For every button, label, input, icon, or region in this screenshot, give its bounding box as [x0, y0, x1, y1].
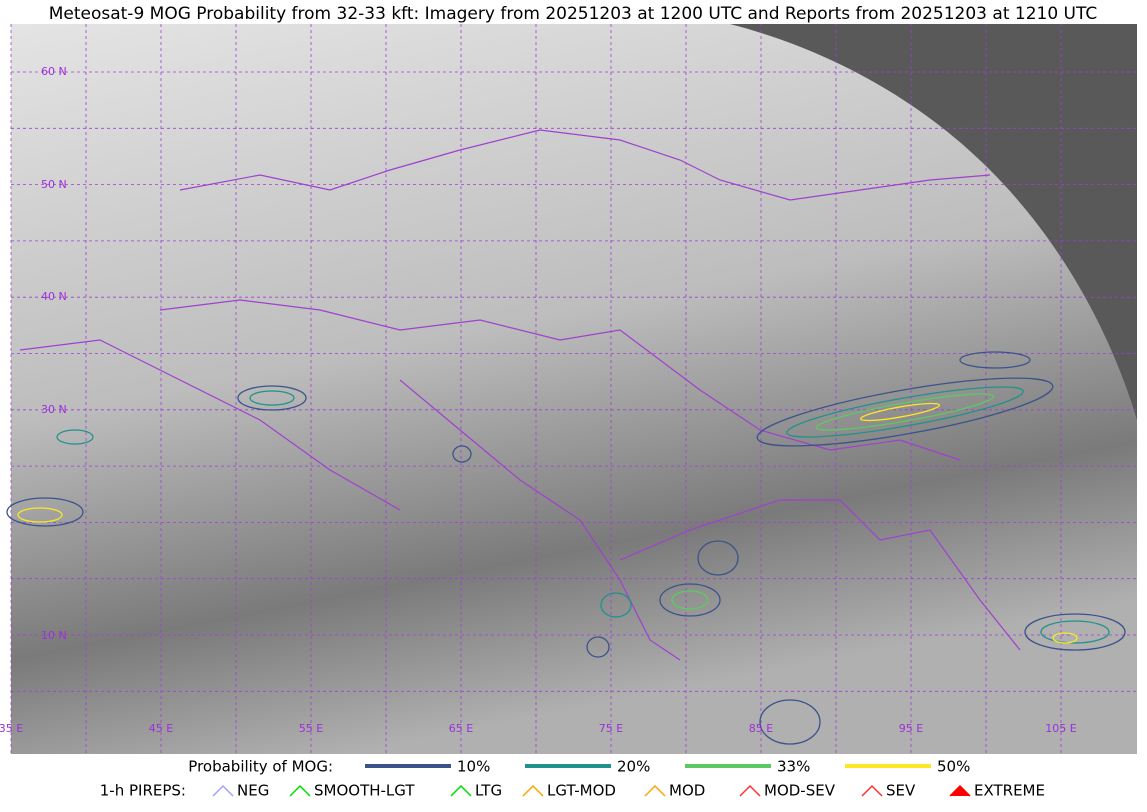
legend-title: 1-h PIREPS:	[100, 782, 186, 800]
lat-label: 60 N	[41, 65, 67, 78]
legend-label: 10%	[457, 758, 490, 776]
lon-label: 55 E	[299, 722, 323, 735]
lon-label: 35 E	[0, 722, 23, 735]
lon-label: 105 E	[1045, 722, 1076, 735]
legend-label: SEV	[886, 782, 916, 800]
lon-label: 75 E	[599, 722, 623, 735]
legend-label: MOD-SEV	[764, 782, 836, 800]
legend-label: SMOOTH-LGT	[314, 782, 415, 800]
pirep-icon	[522, 784, 544, 797]
borders	[19, 129, 1021, 661]
pirep-icon	[949, 784, 971, 797]
space-region	[730, 24, 1137, 420]
pirep-icon	[861, 784, 883, 797]
legend-label: 33%	[777, 758, 810, 776]
legend-label: EXTREME	[974, 782, 1045, 800]
pirep-icon	[212, 784, 234, 797]
map: 60 N 50 N 40 N 30 N 10 N 35 E 45 E 55 E 65 E 75 E…	[0, 24, 1137, 754]
legend-label: LTG	[475, 782, 502, 800]
lat-label: 40 N	[41, 290, 67, 303]
mog-contours	[6, 351, 1126, 745]
lat-label: 10 N	[41, 629, 67, 642]
legend-label: LGT-MOD	[547, 782, 616, 800]
pirep-icon	[739, 784, 761, 797]
lat-label: 30 N	[41, 403, 67, 416]
lon-label: 45 E	[149, 722, 173, 735]
legend-label: NEG	[237, 782, 269, 800]
graticule	[10, 24, 1137, 754]
pirep-icon	[450, 784, 472, 797]
lon-label: 85 E	[749, 722, 773, 735]
title: Meteosat-9 MOG Probability from 32-33 kf…	[49, 4, 1098, 24]
pirep-icon	[289, 784, 311, 797]
legend-label: 50%	[937, 758, 970, 776]
legend-label: 20%	[617, 758, 650, 776]
lat-label: 50 N	[41, 178, 67, 191]
legend-title: Probability of MOG:	[188, 758, 333, 776]
legend-label: MOD	[669, 782, 705, 800]
legend: Probability of MOG: 10% 20% 33% 50% 1-h PIREP…	[100, 758, 1045, 800]
lon-label: 65 E	[449, 722, 473, 735]
lon-label: 95 E	[899, 722, 923, 735]
pirep-icon	[644, 784, 666, 797]
graticule-labels: 60 N 50 N 40 N 30 N 10 N 35 E 45 E 55 E 65 E 75 E…	[0, 65, 1077, 735]
